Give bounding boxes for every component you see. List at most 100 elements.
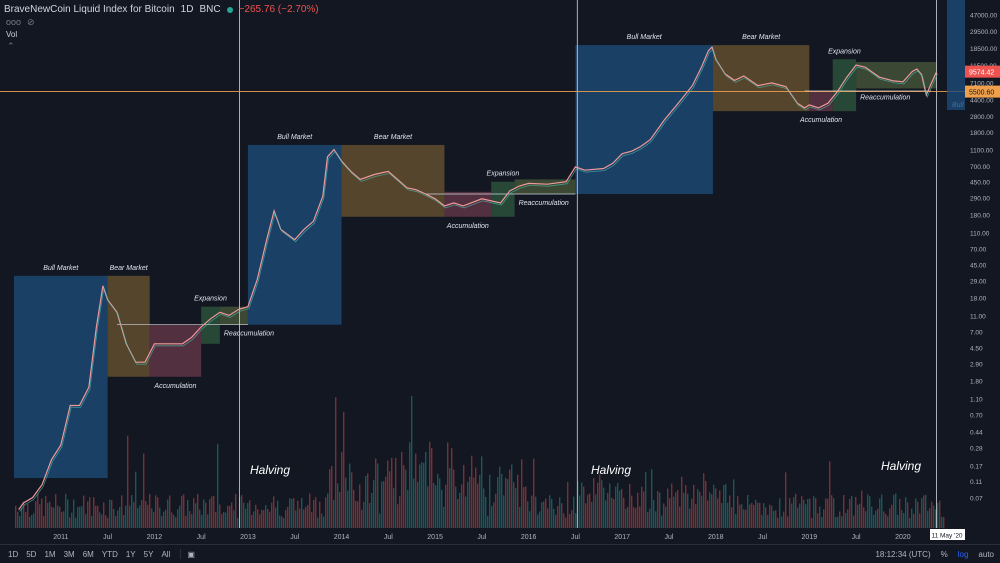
volume-bar (71, 512, 73, 528)
phase-label: Reaccumulation (519, 200, 569, 207)
volume-bar (399, 496, 401, 528)
volume-bar (593, 478, 595, 528)
volume-bar (907, 502, 909, 528)
volume-bar (55, 494, 57, 528)
volume-bar (679, 506, 681, 528)
volume-bar (919, 513, 921, 528)
volume-bar (643, 491, 645, 528)
volume-bar (73, 499, 75, 528)
volume-bar (407, 490, 409, 528)
volume-bar (653, 499, 655, 528)
range-button-1m[interactable]: 1M (44, 549, 56, 559)
volume-bar (439, 478, 441, 528)
volume-bar (839, 511, 841, 528)
volume-bar (781, 516, 783, 528)
volume-bar (279, 515, 281, 528)
volume-bar (117, 510, 119, 528)
calendar-icon[interactable]: ▣ (187, 549, 195, 559)
x-tick-label: 2011 (53, 534, 68, 541)
volume-bar (99, 512, 101, 528)
x-tick-label: Jul (571, 534, 580, 541)
volume-bar (851, 496, 853, 528)
volume-bar (921, 498, 923, 528)
volume-bar (733, 479, 735, 528)
halving-label: Halving (591, 463, 631, 477)
volume-bar (553, 508, 555, 528)
volume-bar (685, 485, 687, 528)
x-tick-label: Jul (665, 534, 674, 541)
auto-toggle[interactable]: auto (978, 549, 994, 559)
volume-bar (177, 509, 179, 528)
volume-bar (67, 499, 69, 528)
volume-bar (53, 507, 55, 528)
y-tick-label: 2800.00 (970, 114, 994, 121)
volume-bar (475, 467, 477, 528)
range-button-5d[interactable]: 5D (26, 549, 37, 559)
volume-bar (697, 489, 699, 528)
range-button-all[interactable]: All (161, 549, 171, 559)
range-button-1y[interactable]: 1Y (125, 549, 136, 559)
volume-bar (335, 397, 337, 528)
volume-bar (43, 516, 45, 528)
collapse-chevron-icon[interactable]: ⌃ (7, 41, 15, 51)
volume-bar (441, 489, 443, 528)
volume-bar (715, 488, 717, 528)
volume-bar (293, 498, 295, 528)
volume-bar (269, 511, 271, 528)
volume-bar (627, 506, 629, 528)
volume-bar (101, 514, 103, 528)
volume-bar (515, 488, 517, 528)
volume-bar (503, 495, 505, 528)
range-button-ytd[interactable]: YTD (101, 549, 118, 559)
volume-bar (285, 510, 287, 528)
volume-bar (775, 510, 777, 528)
y-tick-label: 29500.00 (970, 29, 997, 36)
volume-bar (521, 459, 523, 528)
phase-label: Reaccumulation (224, 331, 274, 338)
range-button-5y[interactable]: 5Y (143, 549, 154, 559)
volume-bar (353, 489, 355, 528)
more-icon[interactable]: ooo (6, 17, 22, 27)
volume-bar (595, 494, 597, 528)
log-toggle[interactable]: log (957, 549, 969, 559)
volume-bar (421, 462, 423, 528)
volume-bar (695, 504, 697, 528)
volume-bar (403, 465, 405, 528)
volume-bar (827, 498, 829, 528)
symbol-title[interactable]: BraveNewCoin Liquid Index for Bitcoin (4, 4, 175, 15)
volume-bar (305, 506, 307, 528)
time-axis[interactable] (0, 528, 1000, 544)
volume-bar (63, 511, 65, 528)
volume-bar (253, 511, 255, 528)
range-buttons: 1D 5D 1M 3M 6M YTD 1Y 5Y All (0, 550, 174, 559)
volume-bar (571, 510, 573, 528)
price-chart[interactable]: Bull Market Bear Market Accumulation Expans… (0, 0, 1000, 544)
percent-toggle[interactable]: % (940, 549, 948, 559)
volume-bar (719, 490, 721, 528)
volume-bar (725, 484, 727, 528)
range-button-1d[interactable]: 1D (8, 549, 19, 559)
volume-bar (313, 499, 315, 528)
range-button-6m[interactable]: 6M (82, 549, 94, 559)
interval-label[interactable]: 1D (180, 4, 194, 15)
y-tick-label: 0.17 (970, 464, 983, 471)
volume-bar (149, 494, 151, 528)
volume-bar (587, 494, 589, 528)
volume-bar (467, 481, 469, 528)
hide-icon[interactable]: ⊘ (27, 17, 35, 27)
volume-bar (569, 514, 571, 528)
phase-box-bull-current (947, 0, 965, 110)
volume-bar (591, 501, 593, 528)
y-tick-label: 70.00 (970, 247, 987, 254)
volume-label[interactable]: Vol (6, 30, 18, 39)
volume-bar (597, 482, 599, 528)
volume-bar (231, 502, 233, 528)
range-button-3m[interactable]: 3M (63, 549, 75, 559)
volume-bar (233, 510, 235, 528)
volume-bar (911, 508, 913, 528)
volume-bar (299, 508, 301, 528)
volume-bar (613, 499, 615, 528)
volume-bar (899, 498, 901, 528)
volume-bar (79, 506, 81, 528)
